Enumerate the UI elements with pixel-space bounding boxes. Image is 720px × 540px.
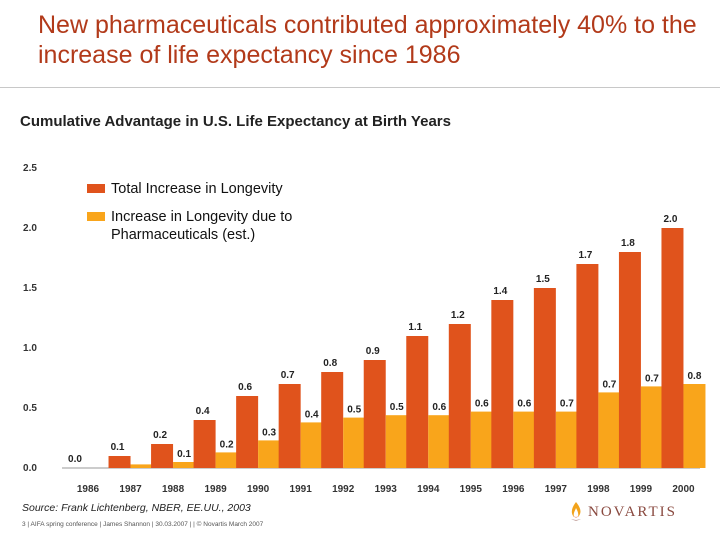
data-label-total: 0.9 <box>366 346 380 357</box>
data-label-total: 0.0 <box>68 454 82 465</box>
flame-logo-icon <box>571 502 581 521</box>
x-tick-label: 1989 <box>204 484 227 495</box>
bar-total <box>236 396 259 468</box>
bar-pharma <box>683 384 706 468</box>
bar-total <box>406 336 429 468</box>
novartis-logo: NOVARTIS <box>568 500 677 524</box>
bar-pharma <box>130 464 153 468</box>
bar-pharma <box>343 417 366 468</box>
data-label-pharma: 0.2 <box>220 439 234 450</box>
chart-subtitle: Cumulative Advantage in U.S. Life Expect… <box>20 113 451 130</box>
bar-total <box>108 456 131 468</box>
data-label-total: 1.8 <box>621 238 635 249</box>
data-label-pharma: 0.6 <box>517 399 531 410</box>
y-tick-label: 0.5 <box>23 403 37 414</box>
data-label-pharma: 0.8 <box>688 371 702 382</box>
y-tick-label: 2.5 <box>23 163 37 174</box>
legend-label: Increase in Longevity due to Pharmaceutic… <box>111 209 292 243</box>
legend-label: Total Increase in Longevity <box>111 181 283 197</box>
data-label-total: 1.2 <box>451 310 465 321</box>
bar-pharma <box>513 411 536 468</box>
data-label-total: 0.7 <box>281 370 295 381</box>
x-tick-label: 1998 <box>587 484 610 495</box>
x-tick-label: 1988 <box>162 484 185 495</box>
data-label-total: 0.6 <box>238 382 252 393</box>
x-tick-label: 1996 <box>502 484 525 495</box>
data-label-total: 0.4 <box>196 406 210 417</box>
bar-total <box>193 420 216 468</box>
x-tick-label: 2000 <box>672 484 695 495</box>
x-tick-label: 1999 <box>630 484 653 495</box>
x-tick-label: 1990 <box>247 484 270 495</box>
data-label-pharma: 0.7 <box>560 399 574 410</box>
data-label-total: 2.0 <box>664 214 678 225</box>
data-label-pharma: 0.4 <box>305 409 319 420</box>
data-label-total: 1.1 <box>408 322 422 333</box>
bar-total <box>448 324 471 468</box>
data-label-pharma: 0.5 <box>390 402 404 413</box>
legend-swatch <box>87 212 105 221</box>
y-tick-label: 1.5 <box>23 283 37 294</box>
source-note: Source: Frank Lichtenberg, NBER, EE.UU.,… <box>22 502 251 514</box>
data-label-total: 0.2 <box>153 430 167 441</box>
bar-pharma <box>173 462 196 468</box>
data-label-total: 1.4 <box>493 286 507 297</box>
x-tick-label: 1987 <box>119 484 142 495</box>
bar-total <box>618 252 641 468</box>
bar-total <box>321 372 344 468</box>
x-tick-label: 1986 <box>77 484 100 495</box>
bar-total <box>278 384 301 468</box>
bar-total <box>533 288 556 468</box>
bar-pharma <box>598 392 621 468</box>
data-label-pharma: 0.6 <box>432 402 446 413</box>
legend-swatch <box>87 184 105 193</box>
data-label-total: 1.5 <box>536 274 550 285</box>
data-label-pharma: 0.7 <box>602 379 616 390</box>
bar-pharma <box>428 415 451 468</box>
x-tick-label: 1997 <box>545 484 568 495</box>
bar-total <box>363 360 386 468</box>
footer-text: 3 | AIFA spring conference | James Shann… <box>22 521 264 528</box>
x-tick-label: 1994 <box>417 484 440 495</box>
bar-total <box>661 228 684 468</box>
bar-total <box>491 300 514 468</box>
x-tick-label: 1992 <box>332 484 355 495</box>
logo-wordmark: NOVARTIS <box>588 503 678 520</box>
bar-pharma <box>470 411 493 468</box>
bar-total <box>576 264 599 468</box>
y-tick-label: 0.0 <box>23 463 37 474</box>
slide-title: New pharmaceuticals contributed approxim… <box>38 11 697 69</box>
data-label-total: 0.1 <box>111 442 125 453</box>
data-label-total: 1.7 <box>578 250 592 261</box>
data-label-total: 0.8 <box>323 358 337 369</box>
x-tick-label: 1993 <box>375 484 398 495</box>
data-label-pharma: 0.7 <box>645 373 659 384</box>
data-label-pharma: 0.6 <box>475 399 489 410</box>
bar-pharma <box>555 411 578 468</box>
y-tick-label: 2.0 <box>23 223 37 234</box>
bar-pharma <box>300 422 323 468</box>
title-divider <box>0 87 720 88</box>
bar-total <box>151 444 174 468</box>
y-tick-label: 1.0 <box>23 343 37 354</box>
data-label-pharma: 0.3 <box>262 427 276 438</box>
data-label-pharma: 0.5 <box>347 405 361 416</box>
data-label-pharma: 0.1 <box>177 449 191 460</box>
bar-pharma <box>640 386 663 468</box>
x-tick-label: 1995 <box>460 484 483 495</box>
x-tick-label: 1991 <box>290 484 313 495</box>
bar-pharma <box>215 452 238 468</box>
bar-pharma <box>258 440 281 468</box>
bar-pharma <box>385 415 408 468</box>
